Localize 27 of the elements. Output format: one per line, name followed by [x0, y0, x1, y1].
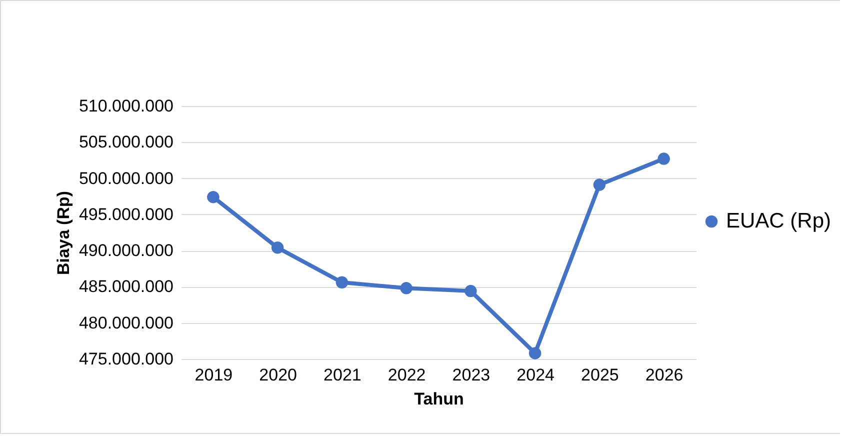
legend-label: EUAC (Rp) — [726, 210, 832, 232]
point — [336, 276, 348, 288]
x-tick-label: 2022 — [388, 366, 426, 384]
x-tick-label: 2026 — [645, 366, 684, 384]
x-tick-label: 2019 — [194, 366, 233, 384]
point — [593, 178, 606, 191]
x-tick-label: 2020 — [259, 366, 297, 384]
point — [658, 152, 670, 165]
y-tick-label: 500.000.000 — [78, 168, 174, 188]
y-tick-label: 505.000.000 — [78, 132, 174, 152]
point — [464, 284, 477, 298]
y-tick-label: 510.000.000 — [78, 96, 174, 116]
y-tick-label: 490.000.000 — [78, 241, 174, 260]
point — [400, 282, 412, 294]
point — [271, 242, 284, 254]
x-tick-label: 2021 — [324, 366, 362, 384]
y-tick-label: 480.000.000 — [78, 313, 174, 332]
y-tick-label: 475.000.000 — [78, 350, 174, 368]
x-tick-label: 2023 — [452, 366, 490, 384]
y-axis-title: Biaya (Rp) — [54, 190, 73, 276]
x-axis-title: Tahun — [414, 390, 464, 408]
x-tick-label: 2025 — [581, 366, 619, 384]
x-tick-label: 2024 — [516, 366, 554, 384]
y-tick-label: 495.000.000 — [78, 204, 174, 224]
point — [528, 347, 542, 360]
point — [207, 190, 220, 204]
y-tick-label: 485.000.000 — [78, 277, 174, 296]
